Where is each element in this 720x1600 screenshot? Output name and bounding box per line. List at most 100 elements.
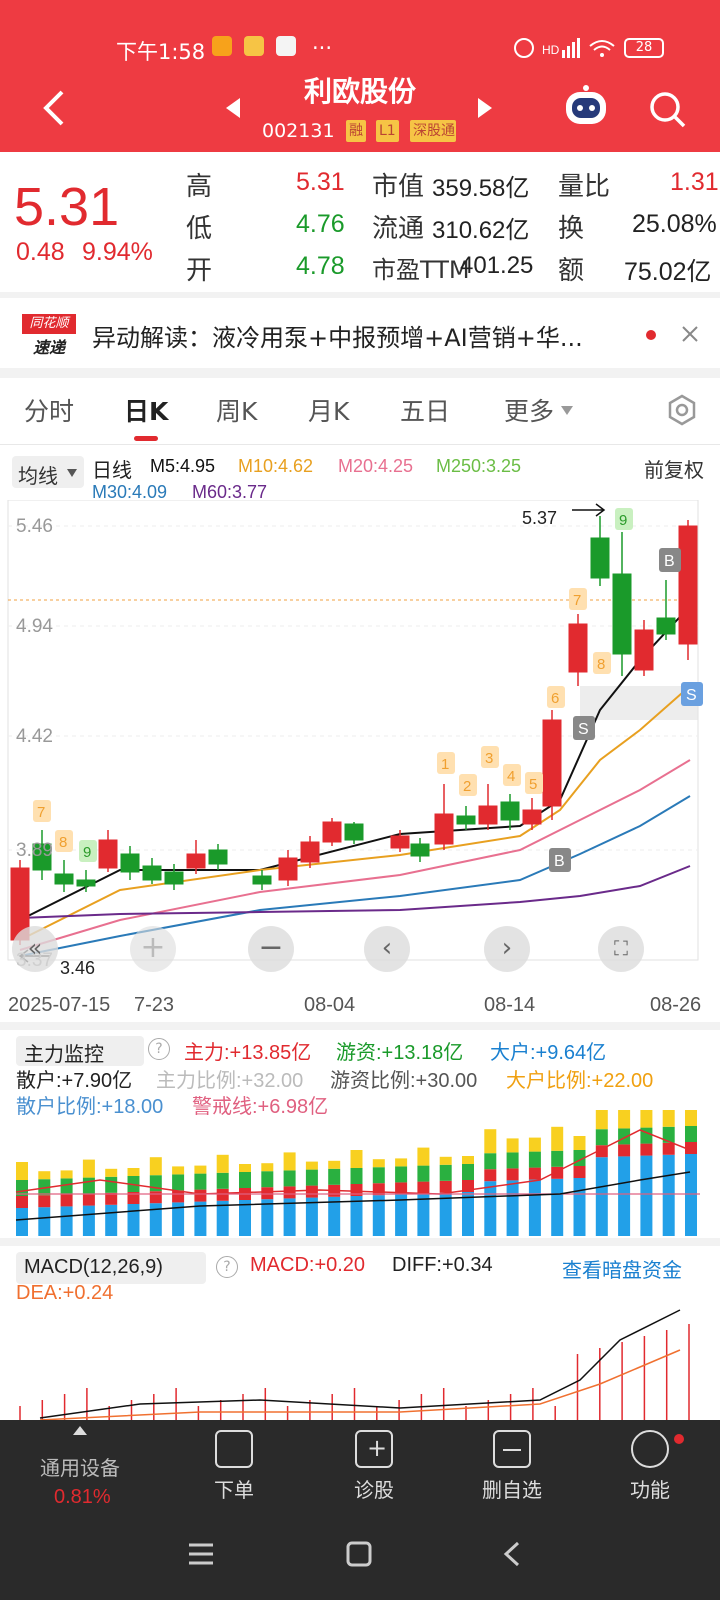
next-button[interactable]: › — [484, 926, 530, 972]
y-tick: 4.42 — [16, 726, 53, 747]
tag-connect: 深股通 — [410, 120, 456, 142]
bs-tag — [681, 682, 703, 706]
vr-value: 1.31 — [670, 168, 719, 196]
zoom-in-button[interactable]: + — [130, 926, 176, 972]
force-bar — [462, 1192, 474, 1236]
force-bar — [573, 1136, 586, 1150]
nav-order[interactable]: 下单 — [174, 1430, 294, 1503]
nav-function-label: 功能 — [630, 1478, 670, 1502]
app-header: 下午1:58 ··· HD 28 利欧股份 002131 融 L1 深股通 — [0, 0, 720, 152]
x-tick: 08-04 — [304, 994, 356, 1016]
force-bar — [261, 1171, 274, 1188]
bottom-nav — [0, 1420, 720, 1600]
macd-select[interactable]: MACD(12,26,9) — [16, 1252, 206, 1284]
diagnose-icon: + — [355, 1430, 393, 1468]
force-bar — [127, 1168, 140, 1176]
high-arrow — [572, 503, 606, 517]
force-bar — [194, 1165, 207, 1174]
candle-body — [186, 853, 206, 869]
ma20-label: M20:4.25 — [338, 456, 414, 476]
tab-more[interactable]: 更多 — [504, 397, 555, 426]
nav-diagnose-label: 诊股 — [354, 1478, 394, 1502]
signal-tag-text: 7 — [37, 804, 45, 821]
next-stock-icon[interactable] — [476, 96, 494, 120]
force-bar — [149, 1157, 162, 1176]
status-time: 下午1:58 — [116, 40, 206, 64]
ma-line — [19, 795, 691, 957]
force-bar — [484, 1181, 497, 1236]
bs-tag-text: B — [554, 853, 565, 870]
force-bar — [439, 1192, 452, 1236]
candle-body — [76, 879, 96, 887]
fullscreen-button[interactable]: ⛶ — [598, 926, 644, 972]
open-value: 4.78 — [296, 252, 345, 280]
tab-daily-k[interactable]: 日K — [124, 397, 169, 426]
x-tick: 2025-07-15 — [8, 994, 111, 1016]
force-bar — [16, 1162, 28, 1180]
close-icon[interactable] — [680, 324, 700, 344]
candle-body — [32, 843, 52, 871]
status-dots: ··· — [312, 36, 333, 60]
force-bar — [640, 1143, 653, 1156]
force-bar — [662, 1110, 675, 1127]
pe-value: 401.25 — [460, 252, 534, 279]
status-icons: HD — [514, 38, 615, 58]
signal-tag-text: 7 — [573, 592, 581, 609]
home-icon[interactable] — [344, 1540, 374, 1568]
candle-body — [522, 809, 542, 825]
candle-body — [434, 813, 454, 845]
force-bar — [60, 1194, 73, 1207]
prev-stock-icon[interactable] — [224, 96, 242, 120]
news-bar[interactable]: 同花顺 速递 异动解读：液冷用泵+中报预增+AI营销+华... — [0, 302, 720, 364]
back-icon[interactable] — [40, 88, 68, 128]
help-icon[interactable]: ? — [148, 1038, 170, 1060]
force-bar — [172, 1202, 185, 1236]
prev-button[interactable]: ‹ — [364, 926, 410, 972]
tab-five-day[interactable]: 五日 — [400, 397, 451, 426]
adjust-label[interactable]: 前复权 — [644, 460, 704, 482]
indicator-select[interactable]: 主力监控 — [16, 1036, 144, 1066]
force-bar — [551, 1178, 564, 1236]
price-change: 0.48 — [16, 238, 65, 266]
main-value: 主力:+13.85亿 — [184, 1042, 312, 1064]
dark-pool-link[interactable]: 查看暗盘资金 — [562, 1260, 682, 1282]
ma-select[interactable]: 均线 — [12, 456, 84, 488]
force-bar — [328, 1196, 341, 1236]
signal-tag-text: 1 — [441, 756, 449, 773]
menu-icon[interactable] — [186, 1540, 216, 1568]
force-bar — [216, 1154, 229, 1173]
force-bar — [194, 1201, 207, 1236]
x-tick: 7-23 — [134, 994, 175, 1016]
signal-tag-text: 8 — [59, 834, 67, 851]
force-bar — [283, 1198, 296, 1236]
search-icon[interactable] — [648, 90, 688, 130]
nav-remove[interactable]: 删自选 — [452, 1430, 572, 1503]
signal-tag-text: 3 — [485, 750, 493, 767]
candle-body — [252, 875, 272, 885]
back-nav-icon[interactable] — [500, 1540, 524, 1568]
tab-weekly-k[interactable]: 周K — [216, 397, 258, 426]
signal-tag-text: 4 — [507, 768, 515, 785]
robot-icon[interactable] — [562, 84, 610, 130]
zoom-out-button[interactable]: − — [248, 926, 294, 972]
settings-icon[interactable] — [666, 394, 698, 426]
candle-body — [120, 853, 140, 873]
tab-monthly-k[interactable]: 月K — [308, 397, 350, 426]
ma-line — [19, 759, 691, 951]
divider — [0, 1238, 720, 1246]
force-bar — [528, 1137, 541, 1152]
amount-value: 75.02亿 — [624, 258, 712, 286]
big-value: 大户:+9.64亿 — [490, 1042, 607, 1064]
high-label: 高 — [186, 172, 213, 202]
nav-function[interactable]: 功能 — [590, 1430, 710, 1503]
help-icon[interactable]: ? — [216, 1256, 238, 1278]
sector-name[interactable]: 通用设备 — [40, 1456, 120, 1480]
candle-body — [456, 815, 476, 825]
nav-diagnose[interactable]: + 诊股 — [314, 1430, 434, 1503]
y-tick: 5.46 — [16, 516, 53, 537]
candle-body — [390, 835, 410, 849]
fast-back-button[interactable]: « — [12, 926, 58, 972]
tab-timeshare[interactable]: 分时 — [24, 397, 75, 426]
mi-icon — [212, 36, 232, 56]
